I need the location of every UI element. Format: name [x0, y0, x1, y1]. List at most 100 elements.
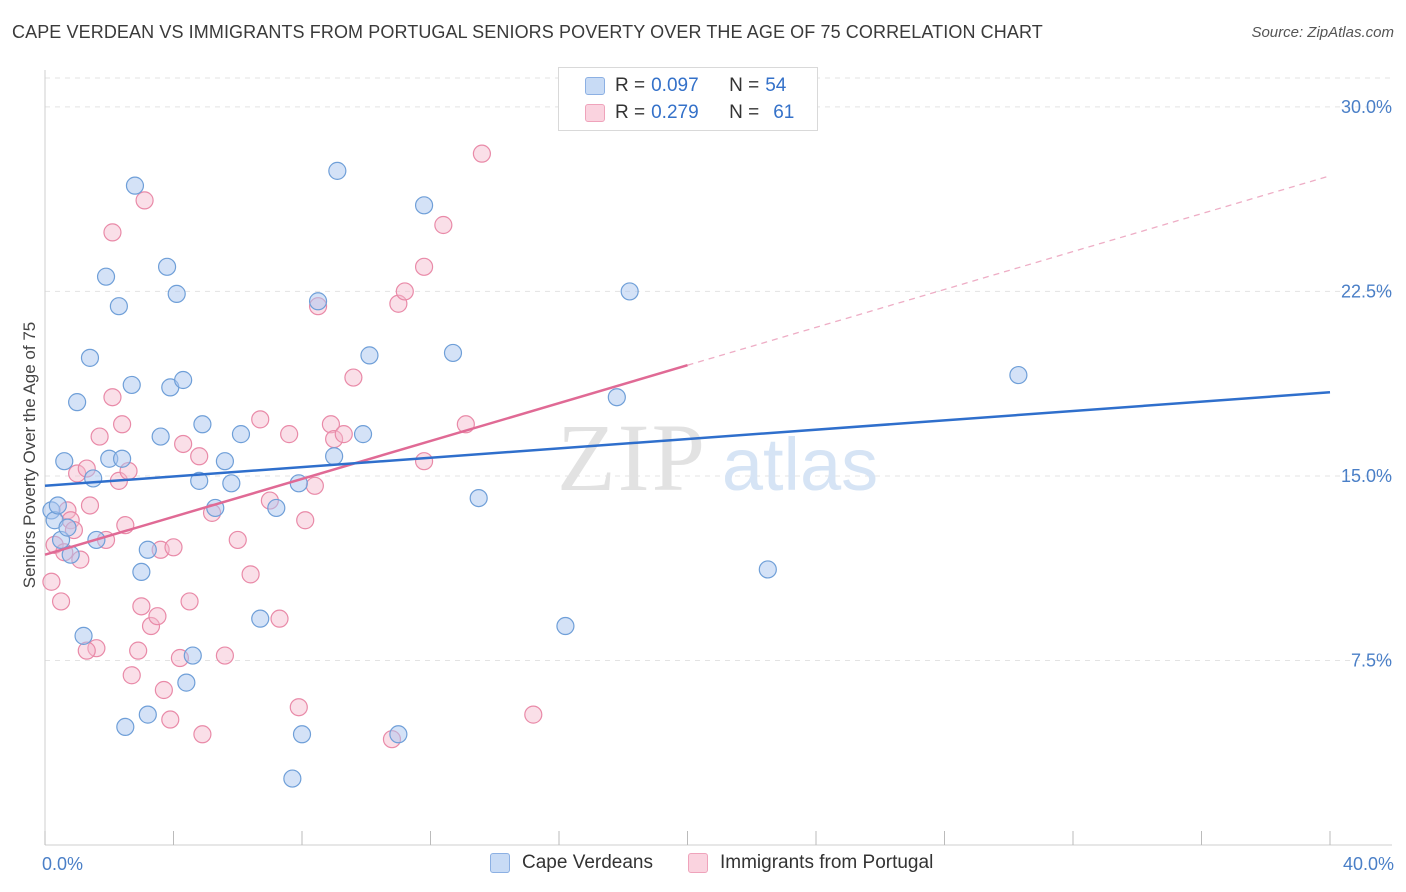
data-point-immigrants-from-portugal [42, 572, 61, 591]
data-point-cape-verdeans [389, 725, 408, 744]
data-point-cape-verdeans [360, 346, 379, 365]
legend-r-label: R = [615, 102, 646, 123]
legend-n-label: N = [729, 75, 760, 96]
data-point-immigrants-from-portugal [524, 705, 543, 724]
data-point-immigrants-from-portugal [434, 215, 453, 235]
data-point-immigrants-from-portugal [270, 609, 289, 628]
data-point-immigrants-from-portugal [135, 191, 154, 210]
data-point-immigrants-from-portugal [305, 476, 324, 495]
legend-swatch-blue [585, 77, 605, 95]
data-point-immigrants-from-portugal [334, 425, 353, 444]
data-point-immigrants-from-portugal [132, 597, 151, 616]
y-tick-label: 15.0% [1341, 466, 1392, 486]
data-point-cape-verdeans [167, 284, 186, 303]
data-point-cape-verdeans [556, 616, 575, 636]
series-legend: Cape Verdeans Immigrants from Portugal [0, 852, 1406, 878]
data-point-immigrants-from-portugal [51, 592, 71, 611]
legend-r-label: R = [615, 75, 646, 96]
data-point-cape-verdeans [215, 452, 234, 471]
legend-swatch-pink [585, 104, 605, 122]
data-point-cape-verdeans [231, 425, 251, 444]
data-point-cape-verdeans [443, 343, 463, 363]
data-point-immigrants-from-portugal [193, 725, 212, 744]
data-point-cape-verdeans [112, 449, 132, 468]
data-point-immigrants-from-portugal [241, 565, 260, 584]
trend-lines [44, 175, 1331, 556]
data-point-immigrants-from-portugal [190, 447, 209, 466]
data-point-immigrants-from-portugal [180, 592, 199, 611]
data-point-cape-verdeans [151, 427, 170, 446]
data-point-cape-verdeans [177, 673, 196, 692]
legend-row-immigrants-portugal: R = 0.279 N = 61 [585, 101, 794, 125]
data-point-cape-verdeans [48, 496, 67, 515]
x-tick-label: 40.0% [1343, 854, 1394, 874]
data-point-cape-verdeans [138, 540, 157, 559]
legend-n-label: N = [729, 102, 760, 123]
source-credit: Source: ZipAtlas.com [1251, 24, 1394, 41]
y-tick-label: 30.0% [1341, 97, 1392, 117]
data-point-immigrants-from-portugal [472, 144, 491, 163]
data-point-immigrants-from-portugal [161, 710, 180, 729]
data-point-immigrants-from-portugal [321, 415, 341, 434]
data-point-cape-verdeans [292, 725, 312, 744]
data-point-immigrants-from-portugal [90, 427, 109, 446]
series-immigrants-from-portugal [42, 144, 543, 749]
data-point-cape-verdeans [251, 609, 270, 628]
legend-r-value: 0.097 [651, 75, 699, 96]
data-point-cape-verdeans [157, 257, 177, 276]
axes [44, 70, 1392, 846]
data-point-cape-verdeans [74, 626, 93, 645]
y-tick-label: 7.5% [1351, 650, 1392, 670]
data-point-cape-verdeans [174, 370, 193, 390]
data-point-cape-verdeans [125, 176, 145, 195]
legend-n-value: 61 [773, 102, 795, 123]
data-point-immigrants-from-portugal [280, 425, 299, 444]
data-point-cape-verdeans [267, 498, 286, 518]
data-point-cape-verdeans [620, 282, 639, 301]
x-tick-label: 0.0% [42, 854, 83, 874]
data-point-immigrants-from-portugal [164, 538, 183, 557]
data-point-immigrants-from-portugal [344, 368, 363, 387]
legend-item-cape-verdeans: Cape Verdeans [490, 852, 653, 874]
legend-swatch-blue [490, 853, 510, 873]
data-point-immigrants-from-portugal [122, 666, 141, 685]
legend-label-cape-verdeans: Cape Verdeans [522, 852, 653, 873]
data-point-cape-verdeans [58, 518, 77, 537]
data-point-cape-verdeans [84, 469, 103, 488]
data-point-cape-verdeans [607, 388, 626, 407]
data-point-cape-verdeans [414, 196, 434, 215]
data-point-cape-verdeans [353, 425, 373, 444]
legend-row-cape-verdeans: R = 0.097 N = 54 [585, 74, 786, 98]
data-point-immigrants-from-portugal [141, 616, 161, 636]
data-point-cape-verdeans [68, 393, 87, 412]
data-point-cape-verdeans [55, 452, 74, 471]
data-point-immigrants-from-portugal [414, 257, 434, 276]
y-tick-label: 22.5% [1341, 281, 1392, 301]
legend-item-immigrants-portugal: Immigrants from Portugal [688, 852, 933, 874]
data-point-cape-verdeans [308, 292, 328, 311]
data-point-immigrants-from-portugal [289, 698, 308, 717]
data-point-immigrants-from-portugal [103, 223, 122, 242]
data-point-immigrants-from-portugal [129, 641, 148, 660]
data-point-cape-verdeans [758, 560, 777, 579]
data-point-cape-verdeans [109, 297, 128, 316]
data-point-immigrants-from-portugal [80, 496, 100, 515]
watermark-zip: ZIP [557, 404, 707, 511]
data-point-cape-verdeans [116, 717, 135, 737]
tick-labels: 7.5% 15.0% 22.5% 30.0% 0.0% 40.0% [42, 97, 1394, 874]
trend-line-immigrants-from-portugal [44, 364, 688, 556]
data-point-cape-verdeans [183, 646, 202, 665]
data-point-immigrants-from-portugal [103, 388, 122, 407]
watermark: ZIP atlas [557, 404, 878, 511]
data-point-cape-verdeans [222, 474, 241, 493]
data-point-cape-verdeans [193, 415, 212, 434]
data-point-cape-verdeans [325, 447, 344, 466]
trend-line-portugal-extension [687, 175, 1331, 366]
data-point-immigrants-from-portugal [251, 410, 270, 429]
data-point-cape-verdeans [190, 471, 209, 490]
series-cape-verdeans [42, 161, 1028, 788]
data-point-immigrants-from-portugal [228, 530, 247, 550]
trend-line-cape-verdeans [44, 391, 1331, 488]
data-point-cape-verdeans [80, 348, 100, 367]
